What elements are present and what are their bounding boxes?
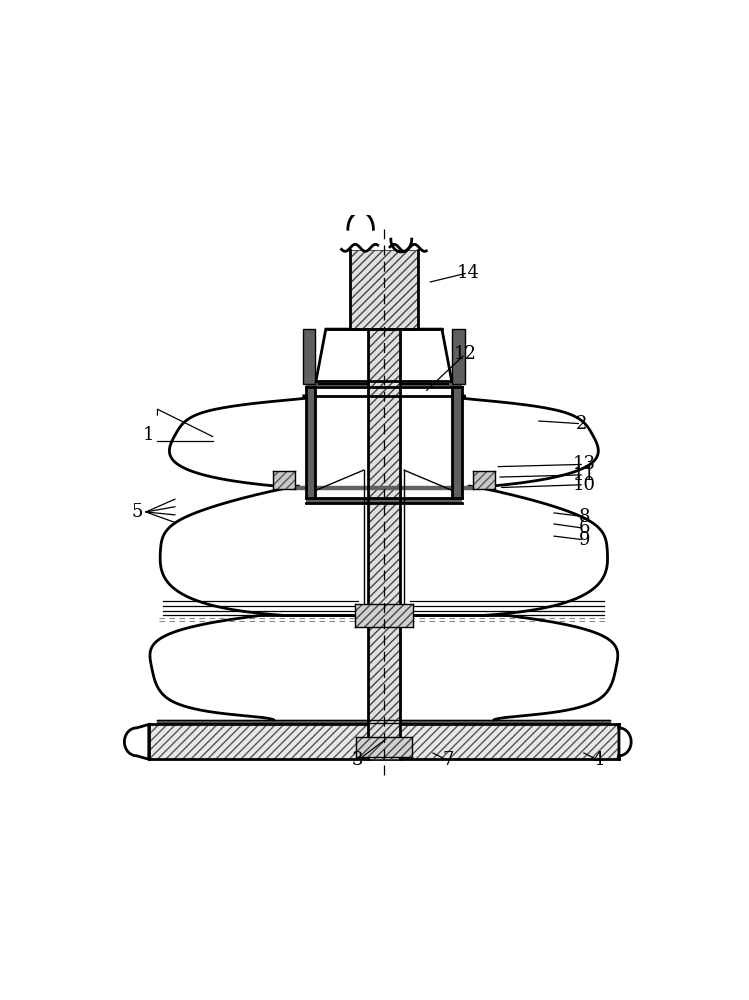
Bar bbox=[473, 471, 495, 489]
Bar bbox=[368, 329, 400, 759]
Polygon shape bbox=[169, 396, 598, 488]
Text: 12: 12 bbox=[454, 345, 476, 363]
Polygon shape bbox=[306, 387, 315, 498]
Bar bbox=[356, 737, 412, 757]
Text: 3: 3 bbox=[352, 751, 363, 769]
Polygon shape bbox=[306, 381, 318, 387]
Polygon shape bbox=[306, 498, 461, 503]
Bar bbox=[273, 471, 295, 489]
Bar bbox=[273, 471, 295, 489]
Polygon shape bbox=[303, 329, 315, 384]
Polygon shape bbox=[452, 329, 465, 384]
Text: 13: 13 bbox=[573, 455, 595, 473]
Polygon shape bbox=[160, 486, 607, 615]
Bar bbox=[356, 737, 412, 757]
Bar bbox=[315, 393, 452, 492]
Text: 10: 10 bbox=[573, 476, 595, 494]
Text: 11: 11 bbox=[573, 466, 595, 484]
Bar bbox=[473, 471, 495, 489]
Polygon shape bbox=[124, 724, 149, 759]
Text: 5: 5 bbox=[132, 503, 143, 521]
Polygon shape bbox=[315, 329, 452, 384]
Text: 6: 6 bbox=[578, 519, 590, 537]
Text: 7: 7 bbox=[442, 751, 453, 769]
Bar bbox=[368, 329, 400, 759]
Text: 8: 8 bbox=[578, 508, 590, 526]
Text: 2: 2 bbox=[575, 415, 587, 433]
Bar bbox=[149, 724, 619, 759]
Bar bbox=[351, 250, 417, 329]
Bar bbox=[355, 604, 413, 627]
Text: 4: 4 bbox=[593, 751, 604, 769]
Text: 1: 1 bbox=[143, 426, 154, 444]
Polygon shape bbox=[449, 381, 461, 387]
Bar bbox=[351, 250, 417, 329]
Polygon shape bbox=[619, 724, 631, 759]
Polygon shape bbox=[452, 387, 461, 498]
Text: 14: 14 bbox=[457, 264, 479, 282]
Bar bbox=[355, 604, 413, 627]
Bar bbox=[149, 724, 619, 759]
Text: 9: 9 bbox=[578, 531, 590, 549]
Polygon shape bbox=[150, 615, 618, 720]
